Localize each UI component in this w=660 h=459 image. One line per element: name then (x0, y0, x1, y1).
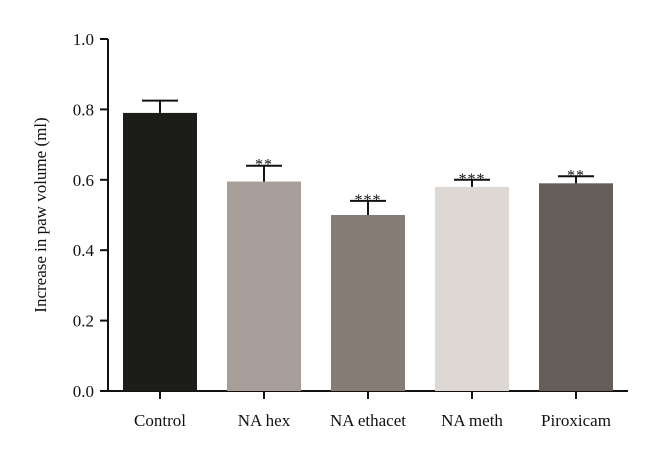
y-axis: 0.0 0.2 0.4 0.6 0.8 1.0 (73, 30, 109, 401)
category-label-na-hex: NA hex (238, 411, 291, 430)
y-tick-label: 0.4 (73, 241, 95, 260)
x-axis: Control NA hex NA ethacet NA meth Piroxicam (108, 390, 628, 430)
significance-na-ethacet: *** (355, 192, 382, 209)
bar-na-ethacet (331, 215, 405, 391)
y-tick-label: 0.6 (73, 171, 94, 190)
y-tick-label: 0.2 (73, 312, 94, 331)
bar-na-meth (435, 186, 509, 391)
y-tick-label: 0.8 (73, 100, 94, 119)
category-label-piroxicam: Piroxicam (541, 411, 611, 430)
bar-control (123, 112, 197, 392)
category-label-na-ethacet: NA ethacet (330, 411, 406, 430)
significance-na-meth: *** (459, 171, 486, 188)
category-label-na-meth: NA meth (441, 411, 503, 430)
y-axis-title: Increase in paw volume (ml) (31, 117, 50, 312)
significance-na-hex: ** (255, 157, 273, 174)
bar-na-hex (227, 181, 301, 391)
bar-piroxicam (539, 183, 613, 391)
category-label-control: Control (134, 411, 186, 430)
error-bars (142, 99, 594, 215)
significance-piroxicam: ** (567, 167, 585, 184)
bars (123, 112, 613, 392)
y-tick-label: 0.0 (73, 382, 94, 401)
y-tick-label: 1.0 (73, 30, 94, 49)
significance-markers: ******** ** (255, 157, 585, 209)
